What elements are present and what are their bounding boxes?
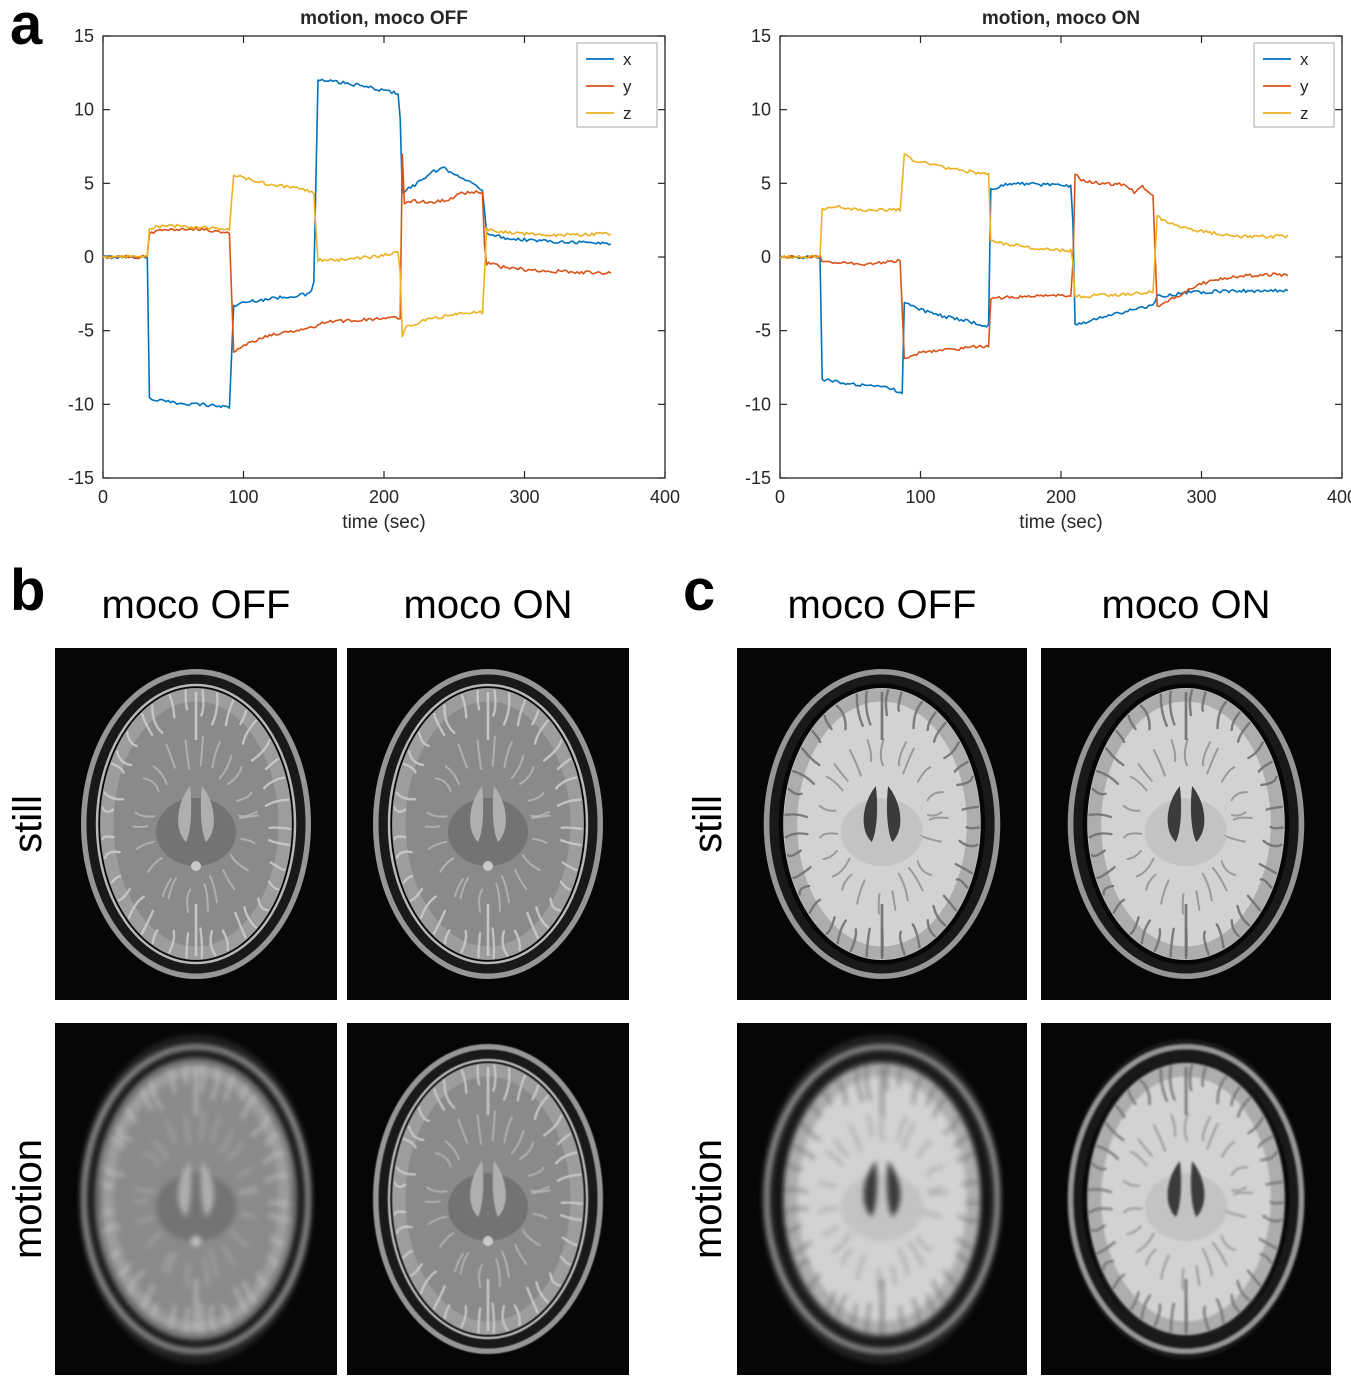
svg-text:10: 10 bbox=[74, 100, 94, 120]
series-z bbox=[779, 153, 1289, 299]
svg-text:0: 0 bbox=[761, 247, 771, 267]
svg-text:300: 300 bbox=[1186, 487, 1216, 507]
series-x bbox=[102, 78, 612, 409]
mri-c-motion-moco-off bbox=[737, 1023, 1027, 1375]
x-axis-label: time (sec) bbox=[342, 512, 425, 533]
svg-text:200: 200 bbox=[1046, 487, 1076, 507]
svg-text:100: 100 bbox=[905, 487, 935, 507]
svg-text:400: 400 bbox=[1327, 487, 1351, 507]
svg-text:300: 300 bbox=[509, 487, 539, 507]
svg-text:200: 200 bbox=[369, 487, 399, 507]
svg-text:x: x bbox=[1300, 50, 1309, 69]
legend: xyz bbox=[1253, 42, 1335, 128]
panel-b-letter: b bbox=[10, 558, 46, 623]
svg-text:100: 100 bbox=[228, 487, 258, 507]
chart-title: motion, moco ON bbox=[982, 8, 1140, 29]
svg-text:z: z bbox=[623, 104, 632, 123]
panel-c-row-label-motion: motion bbox=[686, 1138, 730, 1260]
panel-a-letter: a bbox=[10, 0, 43, 57]
svg-text:0: 0 bbox=[98, 487, 108, 507]
panel-c-row-label-still: still bbox=[686, 795, 730, 853]
svg-text:-15: -15 bbox=[68, 468, 94, 488]
panel-c-header-moco-off: moco OFF bbox=[787, 583, 977, 627]
svg-text:15: 15 bbox=[751, 26, 771, 46]
series-x bbox=[779, 181, 1289, 395]
panel-c-letter: c bbox=[683, 558, 716, 623]
svg-text:10: 10 bbox=[751, 100, 771, 120]
mri-b-motion-moco-off bbox=[55, 1023, 337, 1375]
svg-text:-5: -5 bbox=[755, 321, 771, 341]
svg-text:-10: -10 bbox=[745, 394, 771, 414]
svg-text:0: 0 bbox=[84, 247, 94, 267]
mri-b-motion-moco-on bbox=[347, 1023, 629, 1375]
series-y bbox=[102, 153, 612, 353]
svg-text:-5: -5 bbox=[78, 321, 94, 341]
mri-c-still-moco-on bbox=[1041, 648, 1331, 1000]
mri-b-still-moco-on bbox=[347, 648, 629, 1000]
panel-b-header-moco-off: moco OFF bbox=[101, 583, 291, 627]
svg-text:-15: -15 bbox=[745, 468, 771, 488]
svg-text:z: z bbox=[1300, 104, 1309, 123]
series-z bbox=[102, 174, 612, 338]
svg-text:400: 400 bbox=[650, 487, 680, 507]
motion-chart-moco-off: 0 100 200 300 400 -15 -10 -5 0 5 10 15 motion, moco … bbox=[45, 2, 685, 542]
mri-c-still-moco-off bbox=[737, 648, 1027, 1000]
panel-c-header-moco-on: moco ON bbox=[1101, 583, 1271, 627]
svg-text:y: y bbox=[623, 77, 632, 96]
legend: xyz bbox=[576, 42, 658, 128]
svg-text:5: 5 bbox=[761, 173, 771, 193]
series-y bbox=[779, 173, 1289, 360]
mri-b-still-moco-off bbox=[55, 648, 337, 1000]
panel-b-row-label-still: still bbox=[6, 795, 50, 853]
motion-chart-moco-on: 0 100 200 300 400 -15 -10 -5 0 5 10 15 motion, moco … bbox=[722, 2, 1351, 542]
mri-c-motion-moco-on bbox=[1041, 1023, 1331, 1375]
svg-text:y: y bbox=[1300, 77, 1309, 96]
svg-text:5: 5 bbox=[84, 173, 94, 193]
panel-b-row-label-motion: motion bbox=[6, 1138, 50, 1260]
svg-text:x: x bbox=[623, 50, 632, 69]
x-axis-label: time (sec) bbox=[1019, 512, 1102, 533]
svg-text:15: 15 bbox=[74, 26, 94, 46]
chart-title: motion, moco OFF bbox=[300, 8, 468, 29]
svg-text:0: 0 bbox=[775, 487, 785, 507]
svg-text:-10: -10 bbox=[68, 394, 94, 414]
panel-b-header-moco-on: moco ON bbox=[403, 583, 573, 627]
